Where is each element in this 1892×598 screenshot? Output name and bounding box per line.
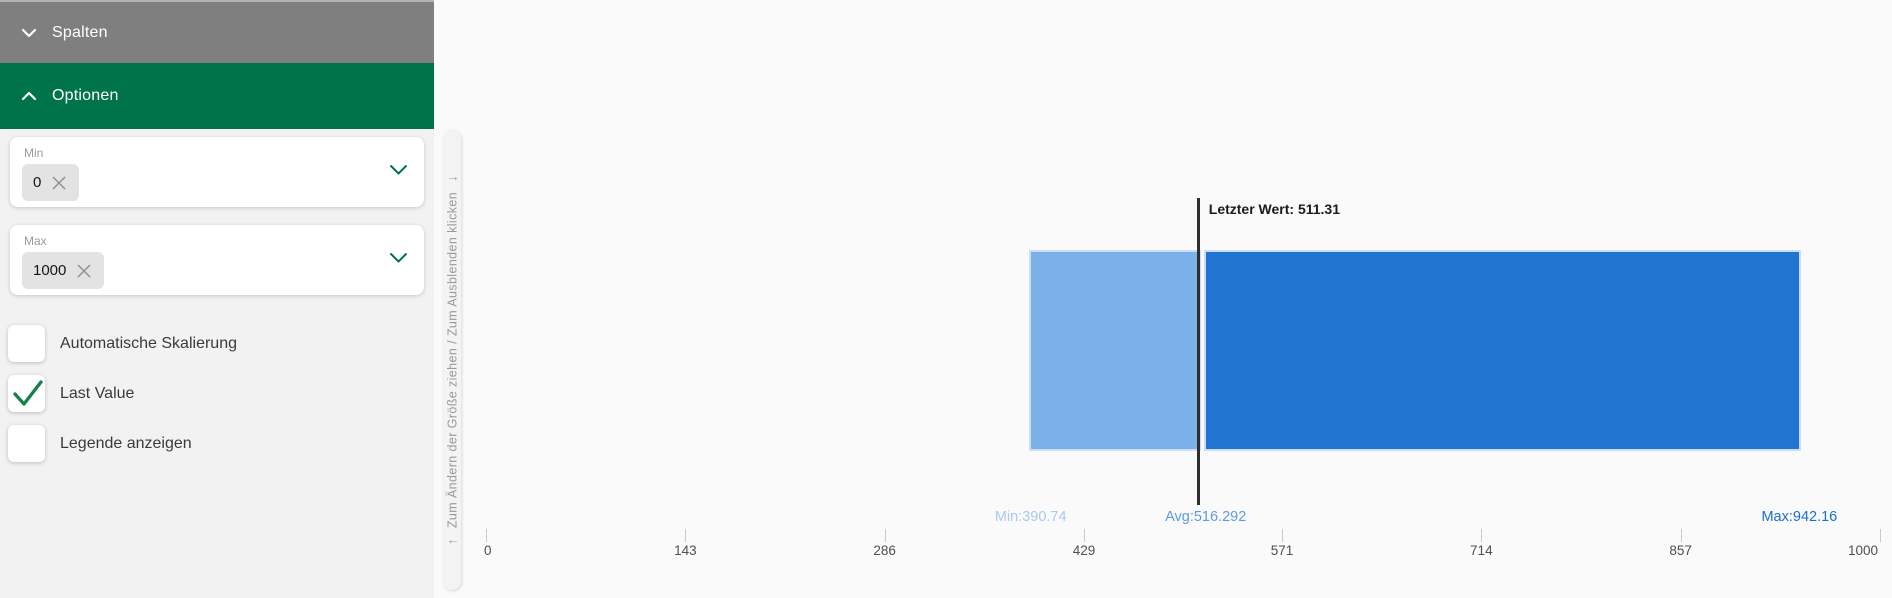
axis-tick-mark [486, 529, 487, 542]
checkbox-row-legende-anzeigen[interactable]: Legende anzeigen [0, 425, 420, 462]
axis-tick-mark [1281, 529, 1283, 542]
min-select-field[interactable]: Min 0 [10, 137, 424, 207]
min-chip-value: 0 [33, 174, 42, 191]
stat-label-min: Min:390.74 [994, 509, 1067, 525]
axis-tick-mark [1680, 529, 1682, 542]
remove-icon[interactable] [50, 174, 68, 192]
axis-tick-mark [1880, 529, 1881, 542]
checkbox-row-last-value[interactable]: Last Value [0, 375, 420, 412]
last-value-label: Letzter Wert: 511.31 [1208, 201, 1341, 217]
checkbox[interactable] [8, 425, 45, 462]
sidebar-top-divider [0, 0, 434, 2]
checkbox[interactable] [8, 375, 45, 412]
checkbox-label: Legende anzeigen [60, 435, 192, 452]
axis-tick-label: 286 [873, 543, 896, 558]
min-field-label: Min [24, 146, 44, 160]
section-header-spalten[interactable]: Spalten [0, 2, 434, 63]
axis-tick-label: 0 [484, 543, 492, 558]
arrow-down-icon: ↓ [444, 174, 460, 182]
axis-tick-mark [884, 529, 886, 542]
checkbox[interactable] [8, 325, 45, 362]
options-panel: Min 0 Max 1000 [0, 129, 434, 598]
checkbox-row-automatische-skalierung[interactable]: Automatische Skalierung [0, 325, 420, 362]
remove-icon[interactable] [75, 262, 93, 280]
chevron-down-icon[interactable] [389, 252, 408, 264]
checkbox-label: Automatische Skalierung [60, 335, 237, 352]
sidebar: Spalten Optionen Min 0 [0, 0, 434, 598]
stat-label-avg: Avg:516.292 [1165, 509, 1247, 525]
arrow-up-icon: ↑ [444, 538, 460, 546]
axis-tick-mark [1481, 529, 1483, 542]
stat-label-max: Max:942.16 [1761, 509, 1838, 525]
resize-hint: ↑ Zum Ändern der Größe ziehen / Zum Ausbl… [445, 165, 460, 555]
chevron-down-icon [21, 28, 37, 37]
axis-tick-label: 143 [674, 543, 697, 558]
max-value-chip: 1000 [22, 252, 105, 289]
chevron-up-icon [21, 91, 37, 101]
last-value-marker-line [1197, 198, 1201, 505]
bar-segment-avg-to-max [1205, 252, 1800, 449]
bar-segment-min-to-last [1030, 252, 1199, 449]
checkbox-label: Last Value [60, 385, 135, 402]
axis-tick-label: 571 [1270, 543, 1294, 558]
section-header-optionen[interactable]: Optionen [0, 63, 434, 129]
max-chip-value: 1000 [33, 262, 67, 279]
min-value-chip: 0 [22, 164, 80, 201]
checkmark-icon [13, 380, 43, 406]
axis-tick-mark [685, 529, 687, 542]
resize-hint-text: Zum Ändern der Größe ziehen / Zum Ausble… [445, 191, 460, 529]
axis-tick-label: 1000 [1847, 543, 1878, 558]
panel-resize-handle[interactable]: ↑ Zum Ändern der Größe ziehen / Zum Ausbl… [443, 130, 461, 590]
max-field-label: Max [24, 234, 47, 248]
axis-tick-label: 714 [1470, 543, 1493, 558]
axis-tick-label: 429 [1072, 543, 1096, 558]
bullet-chart: Letzter Wert: 511.31 Min:390.74 Avg:516.2… [434, 0, 1892, 598]
axis-tick-mark [1084, 529, 1086, 542]
chevron-down-icon[interactable] [389, 164, 408, 176]
section-title-optionen: Optionen [52, 87, 119, 104]
axis-tick-label: 857 [1669, 543, 1692, 558]
section-title-spalten: Spalten [52, 23, 108, 41]
max-select-field[interactable]: Max 1000 [10, 225, 424, 295]
